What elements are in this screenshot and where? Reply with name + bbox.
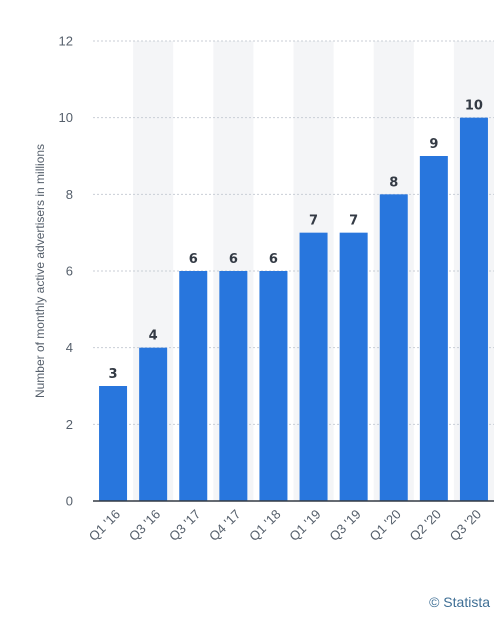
data-label: 3 — [109, 367, 118, 382]
bars — [99, 117, 488, 502]
bar[interactable] — [179, 271, 208, 501]
data-label: 6 — [269, 252, 278, 267]
x-tick-label: Q1 '19 — [286, 507, 323, 544]
y-tick-label: 12 — [59, 34, 73, 49]
data-label: 6 — [229, 252, 238, 267]
y-tick-label: 4 — [66, 340, 73, 355]
x-tick-label: Q3 '17 — [166, 507, 203, 544]
statista-credit[interactable]: © Statista — [429, 594, 490, 610]
bar[interactable] — [139, 347, 168, 501]
bar[interactable] — [379, 194, 408, 502]
x-tick-label: Q4 '17 — [206, 507, 243, 544]
gridlines — [93, 40, 494, 425]
y-tick-label: 0 — [66, 494, 73, 509]
y-tick-label: 6 — [66, 264, 73, 279]
data-label: 9 — [429, 137, 438, 152]
bar[interactable] — [459, 117, 488, 502]
bar[interactable] — [299, 232, 328, 501]
x-axis-ticks: Q1 '16 Q3 '16 Q3 '17 Q4 '17 Q1 '18 Q1 '19 Q3 '… — [86, 507, 484, 544]
data-label: 4 — [149, 329, 158, 344]
y-tick-label: 2 — [66, 417, 73, 432]
x-tick-label: Q3 '20 — [447, 507, 484, 544]
bar[interactable] — [259, 271, 288, 501]
bar[interactable] — [99, 386, 128, 501]
x-tick-label: Q1 '16 — [86, 507, 123, 544]
bar[interactable] — [419, 156, 448, 501]
bar[interactable] — [219, 271, 248, 501]
data-label: 7 — [349, 214, 358, 229]
y-tick-label: 10 — [59, 110, 73, 125]
y-tick-label: 8 — [66, 187, 73, 202]
y-axis-label: Number of monthly active advertisers in … — [33, 144, 47, 398]
bar[interactable] — [339, 232, 368, 501]
x-tick-label: Q1 '18 — [246, 507, 283, 544]
data-labels: 3 4 6 6 6 7 7 8 9 10 — [109, 99, 483, 382]
x-tick-label: Q1 '20 — [366, 507, 403, 544]
data-label: 6 — [189, 252, 198, 267]
data-label: 8 — [389, 175, 398, 190]
data-label: 7 — [309, 214, 318, 229]
x-tick-label: Q3 '19 — [326, 507, 363, 544]
x-tick-label: Q2 '20 — [407, 507, 444, 544]
data-label: 10 — [465, 99, 483, 114]
x-tick-label: Q3 '16 — [126, 507, 163, 544]
y-axis-ticks: 0 2 4 6 8 10 12 — [59, 34, 73, 509]
